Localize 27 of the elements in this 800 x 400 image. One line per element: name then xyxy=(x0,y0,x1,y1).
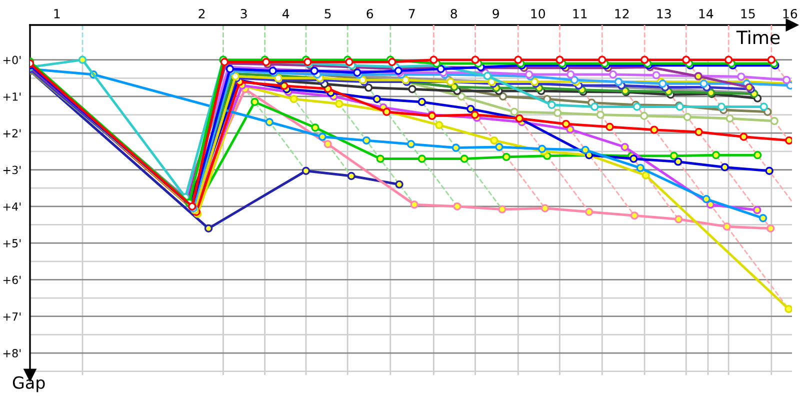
x-tick-label: 7 xyxy=(408,9,415,18)
x-tick-label: 15 xyxy=(741,9,755,18)
x-axis-title: Time xyxy=(736,30,780,44)
x-tick-label: 10 xyxy=(531,8,545,18)
x-tick-label: 6 xyxy=(366,8,374,18)
x-tick-label: 8 xyxy=(450,8,457,18)
y-axis-title: Gap xyxy=(12,376,45,392)
y-tick-label: +1' xyxy=(3,92,21,101)
x-tick-label: 12 xyxy=(615,8,629,18)
x-tick-label: 14 xyxy=(699,9,714,18)
y-tick-label: +7' xyxy=(3,312,21,321)
y-tick-label: +2' xyxy=(3,129,21,138)
x-tick-label: 4 xyxy=(282,9,290,18)
y-tick-label: +3' xyxy=(3,166,21,174)
x-tick-label: 3 xyxy=(240,8,247,18)
x-tick-label: 1 xyxy=(54,9,60,18)
y-tick-label: +4' xyxy=(3,202,21,211)
y-tick-label: +5' xyxy=(3,239,21,248)
y-tick-label: +0' xyxy=(3,56,21,64)
x-tick-label: 16 xyxy=(783,8,798,18)
x-tick-label: 5 xyxy=(324,9,331,18)
x-tick-label: 11 xyxy=(573,9,587,18)
x-tick-label: 13 xyxy=(657,8,671,18)
y-tick-label: +6' xyxy=(3,276,21,284)
y-tick-label: +8' xyxy=(3,348,21,358)
x-tick-label: 9 xyxy=(492,8,499,18)
x-tick-label: 2 xyxy=(198,8,205,18)
